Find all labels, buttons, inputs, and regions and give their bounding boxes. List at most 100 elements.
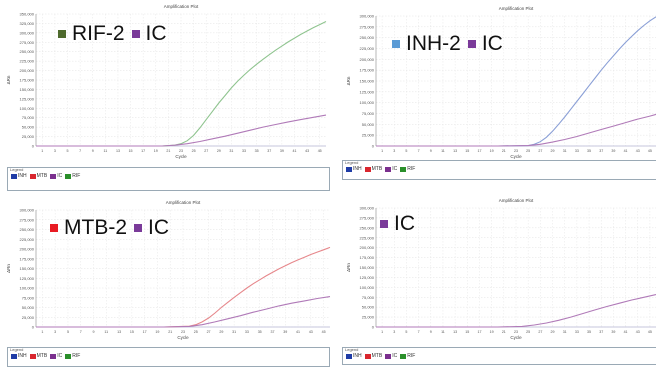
x-tick-label: 41 (624, 149, 628, 153)
legend-box-mtb: Legend INH MTB IC RIF (7, 347, 330, 367)
legend-item-label: MTB (371, 353, 383, 359)
y-tick-label: 0 (372, 144, 375, 149)
x-tick-label: 15 (465, 330, 469, 334)
legend-item-label: MTB (36, 173, 48, 179)
legend-box-ic: Legend INH MTB IC RIF (342, 347, 656, 365)
legend-swatch-icon (29, 173, 36, 179)
target-label-ic: IC (134, 216, 169, 240)
x-tick-label: 27 (204, 149, 208, 153)
legend-item-mtb[interactable]: MTB (29, 173, 48, 179)
y-tick-label: 0 (372, 325, 375, 330)
legend-swatch-icon (11, 173, 17, 179)
legend-item-mtb[interactable]: MTB (29, 353, 47, 359)
x-tick-label: 39 (280, 149, 284, 153)
x-tick-label: 1 (41, 149, 43, 153)
x-tick-label: 41 (296, 330, 300, 334)
x-tick-label: 45 (648, 330, 652, 334)
legend-item-rif[interactable]: RIF (65, 353, 80, 359)
x-tick-label: 25 (194, 330, 198, 334)
target-label-rif-2: RIF-2 (58, 22, 125, 46)
legend-item-label: IC (57, 173, 63, 179)
target-label-text: IC (481, 32, 503, 55)
x-tick-label: 21 (168, 330, 172, 334)
legend-caption: Legend (10, 347, 24, 352)
series-line-ic (376, 113, 656, 147)
legend-swatch-icon (65, 353, 72, 359)
legend-item-label: INH (18, 173, 27, 179)
legend-item-inh[interactable]: INH (346, 353, 362, 359)
legend-swatch-icon (385, 353, 392, 359)
y-tick-label: 275,000 (360, 24, 375, 29)
plot-rif: Amplification Plot 0 25,000 50,000 75,000 100… (6, 4, 327, 159)
target-label-ic: IC (131, 22, 167, 46)
target-label-mtb-2: MTB-2 (50, 216, 127, 240)
legend-item-label: RIF (407, 353, 416, 359)
color-marker-icon (58, 30, 66, 38)
x-tick-label: 5 (405, 330, 407, 334)
x-tick-label: 17 (477, 149, 481, 153)
target-label-inh-2: INH-2 (392, 32, 461, 56)
legend-swatch-icon (346, 353, 352, 359)
color-marker-icon (134, 224, 142, 232)
x-tick-label: 27 (538, 149, 542, 153)
x-tick-label: 21 (502, 330, 506, 334)
x-tick-label: 3 (393, 330, 395, 334)
y-tick-label: 100,000 (360, 100, 375, 105)
legend-swatch-icon (400, 166, 407, 172)
y-tick-label: 275,000 (20, 40, 35, 45)
legend-item-label: RIF (407, 166, 416, 172)
x-tick-label: 9 (430, 330, 432, 334)
x-tick-label: 11 (104, 330, 108, 334)
legend-item-label: RIF (72, 353, 81, 359)
legend-item-label: MTB (371, 166, 383, 172)
y-axis-label: ΔRn (346, 76, 351, 85)
legend-item-ic[interactable]: IC (385, 353, 397, 359)
legend-item-mtb[interactable]: MTB (364, 353, 383, 359)
y-tick-label: 25,000 (22, 315, 35, 320)
legend-item-inh[interactable]: INH (11, 173, 27, 179)
legend-item-ic[interactable]: IC (50, 173, 62, 179)
x-tick-label: 23 (514, 149, 518, 153)
y-axis-label: ΔRn (346, 263, 351, 272)
x-tick-label: 35 (258, 330, 262, 334)
legend-row: INH MTB IC RIF (346, 353, 415, 359)
legend-item-inh[interactable]: INH (346, 166, 362, 172)
x-tick-label: 33 (245, 330, 249, 334)
y-tick-label: 150,000 (20, 266, 35, 271)
legend-item-inh[interactable]: INH (11, 353, 27, 359)
x-tick-label: 1 (381, 330, 383, 334)
y-tick-label: 75,000 (362, 111, 375, 116)
legend-item-ic[interactable]: IC (385, 166, 397, 172)
x-tick-label: 23 (514, 330, 518, 334)
legend-item-rif[interactable]: RIF (400, 353, 415, 359)
color-marker-icon (50, 224, 58, 232)
y-tick-label: 125,000 (20, 276, 35, 281)
plot-inh: Amplification Plot 0 25,000 50,000 75,000 100… (346, 6, 656, 159)
y-tick-label: 225,000 (360, 235, 375, 240)
legend-swatch-icon (364, 353, 371, 359)
x-tick-label: 29 (219, 330, 223, 334)
legend-caption: Legend (10, 167, 24, 172)
y-axis-label: ΔRn (6, 75, 11, 84)
target-label-text: IC (148, 216, 169, 239)
x-tick-label: 21 (502, 149, 506, 153)
y-tick-label: 125,000 (360, 275, 375, 280)
legend-item-ic[interactable]: IC (50, 353, 62, 359)
x-axis-label: Cycle (175, 154, 187, 159)
x-tick-label: 29 (551, 330, 555, 334)
x-tick-label: 19 (490, 149, 494, 153)
legend-item-rif[interactable]: RIF (400, 166, 415, 172)
y-tick-label: 225,000 (360, 46, 375, 51)
chart-panel-inh: Amplification Plot 0 25,000 50,000 75,000 100… (340, 0, 656, 192)
legend-item-mtb[interactable]: MTB (364, 166, 383, 172)
legend-item-label: INH (353, 166, 362, 172)
color-marker-icon (392, 40, 400, 48)
x-tick-label: 45 (318, 149, 322, 153)
x-tick-label: 37 (270, 330, 274, 334)
x-tick-label: 11 (441, 330, 445, 334)
x-tick-label: 31 (232, 330, 236, 334)
target-label-text: INH-2 (406, 32, 461, 55)
legend-item-rif[interactable]: RIF (65, 173, 80, 179)
legend-caption: Legend (345, 347, 359, 352)
x-tick-label: 1 (381, 149, 383, 153)
